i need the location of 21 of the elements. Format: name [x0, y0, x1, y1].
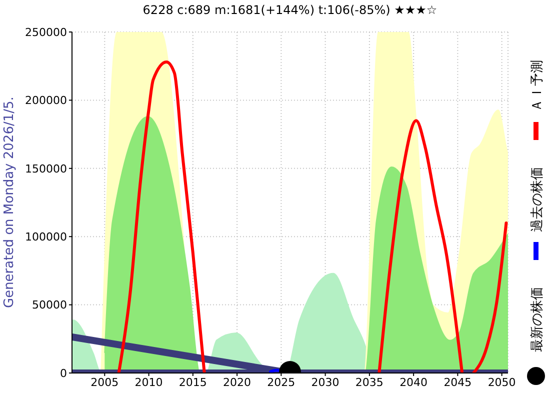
chart-title: 6228 c:689 m:1681(+144%) t:106(-85%) ★★★☆: [142, 3, 438, 17]
y-tick-label: 200000: [25, 94, 67, 108]
x-tick-label: 2015: [178, 376, 207, 389]
x-tick-label: 2020: [223, 376, 252, 389]
text: 最新の株価: [530, 287, 545, 352]
y-tick-label: 100000: [25, 230, 67, 244]
text: Generated on Monday 2026/1/5.: [2, 96, 17, 310]
text: 過去の株価: [530, 167, 545, 232]
y-tick-label: 250000: [25, 26, 67, 39]
x-tick-label: 2040: [400, 376, 428, 389]
x-tick-label: 2050: [488, 376, 516, 389]
x-tick-label: 2035: [355, 376, 384, 389]
text: ＡＩ予測: [530, 60, 545, 112]
y-tick-label: 150000: [25, 162, 67, 176]
x-tick-label: 2025: [267, 376, 296, 389]
x-tick-label: 2045: [444, 376, 472, 389]
y-tick-label: 50000: [32, 298, 67, 312]
x-tick-label: 2005: [90, 376, 119, 389]
x-tick-label: 2030: [311, 376, 340, 389]
x-tick-label: 2010: [134, 376, 163, 389]
y-tick-label: 0: [60, 366, 67, 380]
